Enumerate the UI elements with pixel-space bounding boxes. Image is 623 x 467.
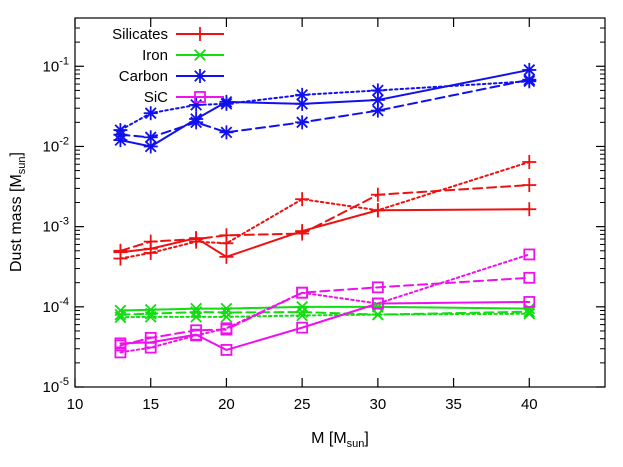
legend-label-carbon: Carbon xyxy=(119,68,168,85)
plot-lines xyxy=(119,68,531,354)
carbon-dotted-data-point xyxy=(295,87,310,102)
sic-dotted-data-point xyxy=(114,346,127,359)
sic-dotted-data-point xyxy=(296,286,309,299)
sic-solid-data-point xyxy=(220,344,233,356)
iron-dotted-series-line xyxy=(119,312,531,319)
iron-solid-data-point xyxy=(523,302,536,315)
iron-dotted-data-point xyxy=(371,308,384,321)
sic-dotted-data-point xyxy=(220,322,233,335)
silicates-dotted-data-point xyxy=(113,251,128,266)
silicates-dotted-data-point xyxy=(219,236,234,251)
carbon-dotted-series-line xyxy=(119,80,531,132)
sic-solid-data-point xyxy=(296,321,309,334)
iron-dotted-data-point xyxy=(144,310,157,323)
carbon-dotted-data-point xyxy=(189,97,204,112)
iron-dashed-data-point xyxy=(190,306,203,318)
y-axis-label-sub: sun xyxy=(16,156,28,174)
iron-dashed-data-point xyxy=(144,307,157,320)
sic-solid-data-point xyxy=(523,296,536,308)
silicates-solid-series-line xyxy=(119,208,531,258)
y-axis-label-main: Dust mass [M xyxy=(8,174,25,272)
silicates-dashed-data-point xyxy=(522,178,537,193)
x-tick-label: 30 xyxy=(370,396,387,413)
y-axis-label-close: ] xyxy=(8,152,25,156)
axis-ticks xyxy=(74,18,605,388)
iron-dotted-data-point xyxy=(220,310,233,323)
x-axis-label-sub: sun xyxy=(347,438,365,450)
x-axis-label-main: M [M xyxy=(311,430,347,447)
sic-dotted-data-point xyxy=(371,297,384,310)
tick-labels: 10 15 20 25 30 35 40 10-5 10-4 10-3 10-2 10-1 xyxy=(43,55,538,413)
y-tick-label: 10-2 xyxy=(43,135,69,155)
sic-dashed-data-point xyxy=(371,281,384,294)
silicates-dotted-data-point xyxy=(189,234,204,249)
iron-dotted-data-point xyxy=(296,309,309,322)
y-tick-label: 10-4 xyxy=(43,296,69,316)
legend-label-sic: SiC xyxy=(144,89,168,106)
iron-dashed-data-point xyxy=(296,306,309,318)
sic-dotted-data-point xyxy=(190,329,203,342)
carbon-dotted-data-point xyxy=(370,83,385,98)
x-tick-label: 40 xyxy=(521,396,538,413)
y-tick-label: 10-3 xyxy=(43,216,69,236)
silicates-solid-data-point xyxy=(522,202,537,217)
x-tick-label: 35 xyxy=(445,396,462,413)
x-axis-label: M [Msun] xyxy=(311,430,369,450)
carbon-dashed-data-point xyxy=(295,115,310,130)
iron-dotted-data-point xyxy=(190,310,203,323)
iron-dashed-data-point xyxy=(220,306,233,319)
silicates-dotted-data-point xyxy=(295,192,310,207)
y-tick-label: 10-1 xyxy=(43,55,69,75)
carbon-dotted-data-point xyxy=(143,106,158,121)
legend-label-silicates: Silicates xyxy=(112,26,168,43)
sic-dotted-data-point xyxy=(523,248,536,261)
x-tick-label: 10 xyxy=(67,396,84,413)
x-tick-label: 25 xyxy=(294,396,311,413)
silicates-dotted-data-point xyxy=(522,154,537,169)
legend-marker-silicates xyxy=(193,27,207,41)
carbon-dotted-data-point xyxy=(522,74,537,89)
legend-label-iron: Iron xyxy=(142,47,168,64)
legend: Silicates Iron Carbon SiC xyxy=(112,26,224,106)
iron-dashed-data-point xyxy=(114,308,127,321)
legend-marker-carbon xyxy=(193,69,207,83)
silicates-dashed-data-point xyxy=(370,187,385,202)
silicates-dotted-data-point xyxy=(370,203,385,218)
iron-solid-series-line xyxy=(119,305,531,312)
sic-dashed-data-point xyxy=(523,271,536,284)
carbon-dashed-data-point xyxy=(219,125,234,140)
sic-dashed-data-point xyxy=(114,339,127,352)
y-axis-label: Dust mass [Msun] xyxy=(8,152,28,272)
silicates-dashed-data-point xyxy=(295,226,310,241)
iron-dashed-data-point xyxy=(523,305,536,318)
x-tick-label: 15 xyxy=(142,396,159,413)
x-tick-label: 20 xyxy=(218,396,235,413)
y-tick-label: 10-5 xyxy=(43,376,69,396)
carbon-dotted-data-point xyxy=(113,123,128,138)
x-axis-label-close: ] xyxy=(364,430,368,447)
plot-markers xyxy=(113,62,537,359)
iron-solid-data-point xyxy=(296,300,309,313)
carbon-dotted-data-point xyxy=(219,96,234,111)
carbon-dashed-data-point xyxy=(143,130,158,145)
silicates-solid-data-point xyxy=(219,249,234,264)
iron-dotted-data-point xyxy=(523,307,536,320)
iron-dotted-data-point xyxy=(114,311,127,324)
sic-dotted-data-point xyxy=(144,341,157,354)
carbon-dashed-data-point xyxy=(370,103,385,118)
legend-marker-sic xyxy=(194,91,206,103)
legend-marker-iron xyxy=(194,49,206,61)
silicates-dotted-data-point xyxy=(143,245,158,260)
carbon-dashed-data-point xyxy=(189,115,204,130)
